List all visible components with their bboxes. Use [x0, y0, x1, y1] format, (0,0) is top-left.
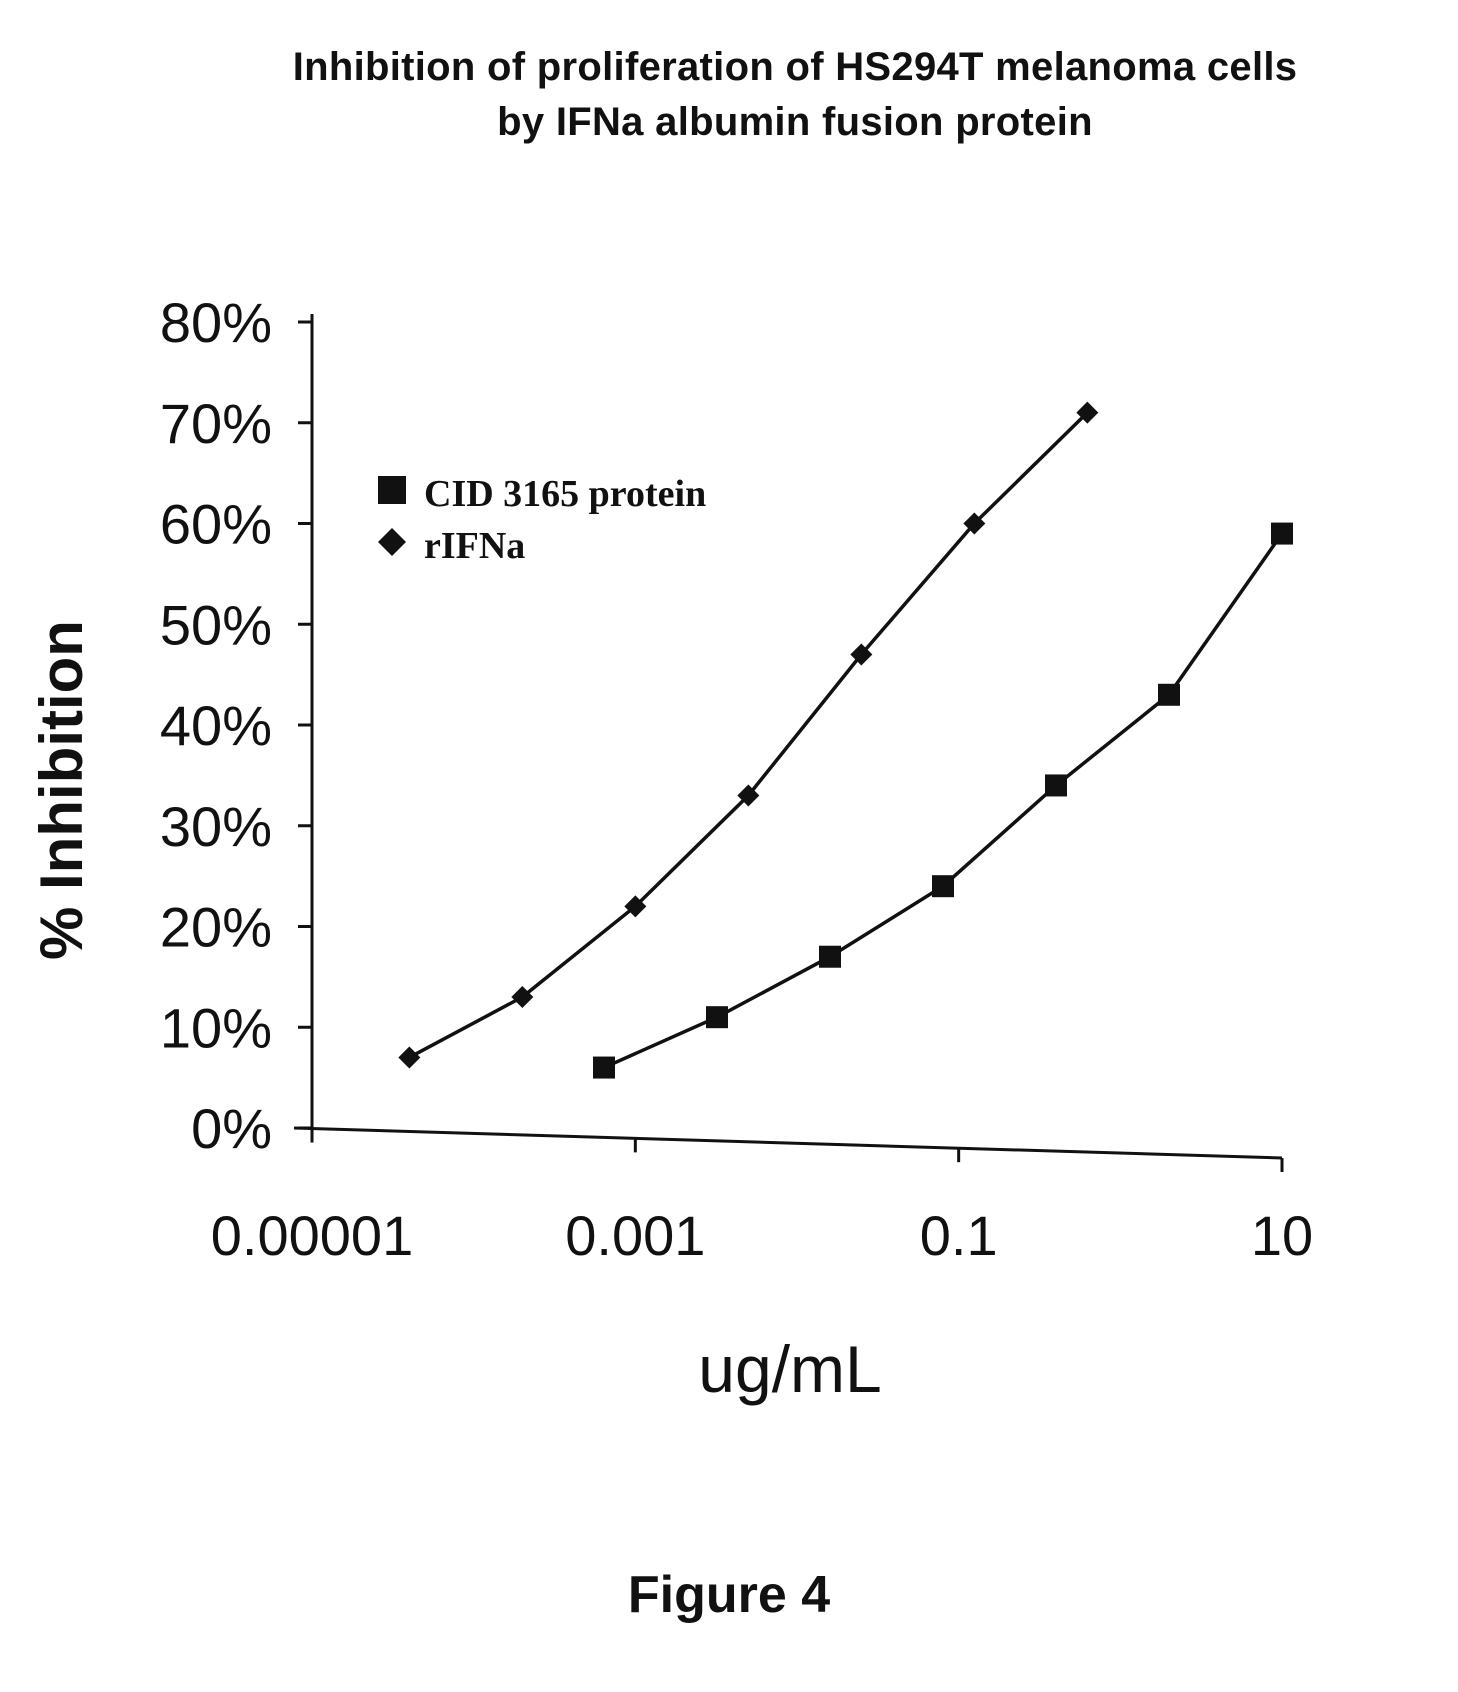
data-point-square: [593, 1057, 615, 1079]
x-tick-label: 0.001: [565, 1204, 705, 1267]
x-tick-label: 0.1: [920, 1204, 998, 1267]
legend-label: CID 3165 protein: [424, 473, 706, 515]
legend: CID 3165 protein rIFNa: [378, 473, 706, 567]
legend-diamond-marker: [378, 528, 406, 556]
series-line: [604, 534, 1282, 1068]
data-point-square: [819, 946, 841, 968]
data-point-square: [932, 875, 954, 897]
y-axis-title: % Inhibition: [28, 620, 95, 960]
legend-square-marker: [378, 476, 406, 504]
x-axis-title: ug/mL: [698, 1332, 881, 1406]
figure-label: Figure 4: [0, 1565, 1458, 1625]
data-point-square: [1158, 684, 1180, 706]
legend-item: CID 3165 protein: [378, 473, 706, 515]
data-point-square: [1271, 523, 1293, 545]
data-point-square: [1045, 774, 1067, 796]
axes: [294, 314, 1282, 1158]
data-point-diamond: [398, 1046, 420, 1068]
x-tick-label: 0.00001: [211, 1204, 413, 1267]
series-1: [593, 523, 1293, 1079]
y-tick-label: 30%: [160, 795, 272, 858]
x-axis-line: [294, 1128, 1282, 1158]
y-tick-label: 20%: [160, 896, 272, 959]
data-point-square: [706, 1006, 728, 1028]
y-axis-ticks: 0% 10% 20% 30% 40% 50% 60% 70% 80%: [160, 291, 312, 1160]
y-tick-label: 70%: [160, 392, 272, 455]
x-axis-ticks: 0.00001 0.001 0.1 10: [211, 1129, 1313, 1267]
legend-item: rIFNa: [378, 525, 525, 567]
x-tick-label: 10: [1251, 1204, 1313, 1267]
legend-label: rIFNa: [424, 525, 525, 567]
y-tick-label: 10%: [160, 996, 272, 1059]
y-tick-label: 80%: [160, 291, 272, 354]
y-tick-label: 40%: [160, 694, 272, 757]
y-tick-label: 50%: [160, 593, 272, 656]
y-tick-label: 60%: [160, 493, 272, 556]
y-tick-label: 0%: [191, 1097, 272, 1160]
